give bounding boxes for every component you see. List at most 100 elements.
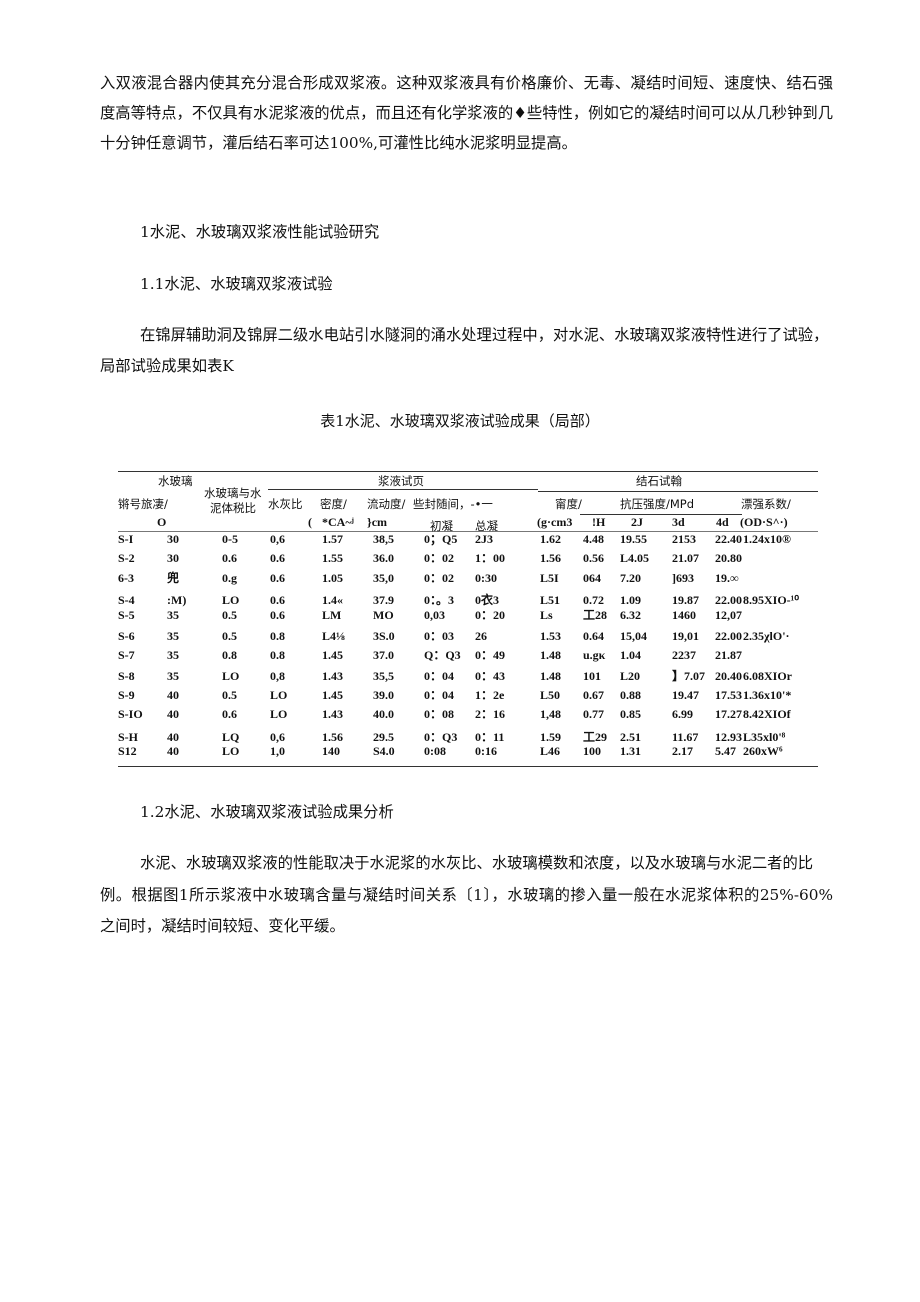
table-cell: 1.09 [620, 593, 641, 607]
header-cell: 甯度/ [555, 497, 582, 511]
table-cell: LO [222, 744, 240, 758]
table-cell: 0.5 [222, 608, 237, 622]
table-cell: 1.36x10'* [743, 688, 792, 702]
table-cell: 1.43 [322, 669, 343, 683]
table-cell: 35 [167, 648, 179, 662]
table-cell: 36.0 [373, 551, 394, 565]
table-cell: 0.77 [583, 707, 604, 721]
table-cell: 2.51 [620, 730, 641, 744]
table-cell: 37.9 [373, 593, 394, 607]
table-cell: 4.48 [583, 532, 604, 546]
table-cell: 0：20 [475, 608, 506, 622]
table-cell: 1.56 [540, 551, 561, 565]
table-cell: 1.24x10® [743, 532, 791, 546]
header-cell: O [157, 515, 167, 529]
table-cell: 8.95XIO-¹⁰ [743, 593, 800, 607]
table-cell: 2153 [672, 532, 696, 546]
table-cell: LO [270, 707, 288, 721]
row-id-cell: S-I [118, 532, 134, 546]
group-rule [580, 514, 742, 515]
table-bottom-rule [118, 766, 818, 767]
table-cell: L35xl0'⁸ [743, 730, 786, 744]
table-cell: 0：43 [475, 669, 506, 683]
table-cell: L51 [540, 593, 561, 607]
table-cell: 19.∞ [715, 571, 739, 585]
table-cell: 19.87 [672, 593, 699, 607]
table-cell: 1.45 [322, 648, 343, 662]
table-cell: 8.42XIOf [743, 707, 791, 721]
table-cell: 15,04 [620, 629, 647, 643]
table-cell: L46 [540, 744, 561, 758]
table-cell: 0：04 [424, 688, 455, 702]
table-cell: 40.0 [373, 707, 394, 721]
table-cell: 0.72 [583, 593, 604, 607]
table-cell: 12.93 [715, 730, 742, 744]
table-cell: 101 [583, 669, 601, 683]
paragraph-line: 在锦屏辅助洞及锦屏二级水电站引水隧洞的涌水处理过程中，对水泥、水玻璃双浆液特性进… [140, 326, 829, 344]
group-rule [268, 489, 538, 490]
table-cell: 兜 [167, 571, 180, 585]
table-cell: 22.00 [715, 593, 742, 607]
paragraph-line: 十分钟任意调节，灌后结石率可达100%,可灌性比纯水泥浆明显提高。 [100, 134, 577, 152]
table-cell: 2J3 [475, 532, 493, 546]
table-cell: 21.87 [715, 648, 742, 662]
table-cell: L4⅛ [322, 629, 346, 643]
table-cell: 0.8 [270, 648, 285, 662]
row-id-cell: S-H [118, 730, 139, 744]
table-cell: 0-5 [222, 532, 238, 546]
table-cell: 0.5 [222, 629, 237, 643]
table-cell: 19.55 [620, 532, 647, 546]
header-cell: 水灰比 [268, 497, 303, 511]
table-cell: 0.6 [270, 571, 285, 585]
table-cell: 260xW⁶ [743, 744, 783, 758]
table-cell: 0,8 [270, 669, 285, 683]
table-cell: 0,6 [270, 532, 285, 546]
header-cell: 4d [716, 515, 729, 529]
table-cell: 1.48 [540, 648, 561, 662]
table-cell: 0：02 [424, 571, 455, 585]
row-id-cell: S-7 [118, 648, 135, 662]
table-cell: 0：02 [424, 551, 455, 565]
table-cell: 21.07 [672, 551, 699, 565]
table-cell: 35,5 [373, 669, 394, 683]
table-cell: 工29 [583, 730, 608, 744]
table-cell: 0.5 [222, 688, 237, 702]
table-cell: 5.47 [715, 744, 736, 758]
table-cell: MO [373, 608, 394, 622]
table-cell: 19,01 [672, 629, 699, 643]
table-cell: 40 [167, 707, 179, 721]
table-cell: 1.62 [540, 532, 561, 546]
table-cell: 140 [322, 744, 340, 758]
row-id-cell: S-4 [118, 593, 135, 607]
table-cell: 0：Q3 [424, 730, 458, 744]
table-cell: LO [222, 593, 240, 607]
table-cell: 064 [583, 571, 601, 585]
table-cell: S4.0 [373, 744, 395, 758]
header-cell: 初凝 [430, 519, 453, 533]
table-cell: 1.31 [620, 744, 641, 758]
table-cell: 30 [167, 532, 179, 546]
header-cell: *CA~ʲ [322, 515, 354, 529]
table-cell: 2.17 [672, 744, 693, 758]
table-cell: 0.6 [222, 707, 237, 721]
table-cell: 】7.07 [672, 669, 706, 683]
table-cell: Ls [540, 608, 553, 622]
header-rule [118, 531, 818, 532]
table-cell: 1.55 [322, 551, 343, 565]
header-cell: 泥体税比 [210, 501, 256, 515]
table-cell: 6.99 [672, 707, 693, 721]
table-cell: LQ [222, 730, 240, 744]
table-cell: 40 [167, 688, 179, 702]
paragraph-line: 度高等特点，不仅具有水泥浆液的优点，而且还有化学浆液的♦些特性，例如它的凝结时间… [100, 104, 833, 122]
table-cell: 0：49 [475, 648, 506, 662]
row-id-cell: 6-3 [118, 571, 134, 585]
table-cell: L5I [540, 571, 559, 585]
table-cell: 0.56 [583, 551, 604, 565]
header-cell: 浆液试页 [378, 474, 424, 488]
table-cell: 0.6 [270, 608, 285, 622]
table-cell: 1.04 [620, 648, 641, 662]
table-cell: 35 [167, 608, 179, 622]
table-cell: 22.40 [715, 532, 742, 546]
table-cell: 0：08 [424, 707, 455, 721]
